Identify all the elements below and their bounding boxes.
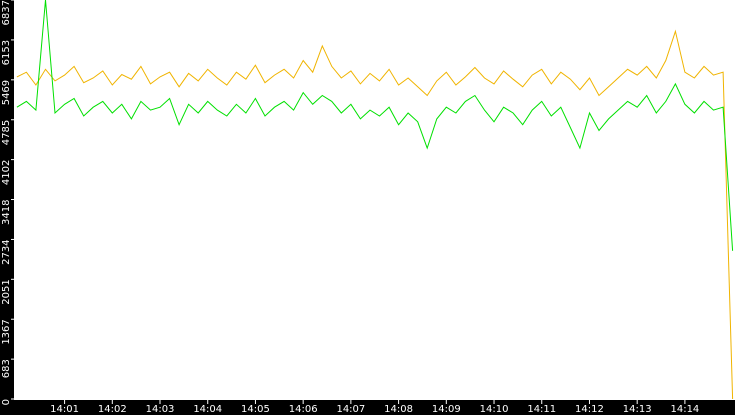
x-tick-label: 14:13 bbox=[623, 404, 652, 415]
y-tick-label: 6837 bbox=[1, 0, 12, 25]
y-tick-label: 1367 bbox=[1, 319, 12, 344]
y-tick-label: 2051 bbox=[1, 279, 12, 304]
x-tick-label: 14:01 bbox=[50, 404, 79, 415]
x-tick-label: 14:10 bbox=[480, 404, 509, 415]
x-tick-label: 14:07 bbox=[336, 404, 365, 415]
y-tick-label: 3418 bbox=[1, 200, 12, 225]
x-tick-label: 14:05 bbox=[241, 404, 270, 415]
x-tick-label: 14:12 bbox=[575, 404, 604, 415]
x-tick-label: 14:03 bbox=[146, 404, 175, 415]
series-line bbox=[16, 0, 734, 251]
y-tick-label: 2734 bbox=[1, 239, 12, 264]
y-tick-label: 0 bbox=[1, 399, 12, 405]
y-axis-strip bbox=[0, 0, 14, 415]
x-tick-label: 14:09 bbox=[432, 404, 461, 415]
x-tick-label: 14:06 bbox=[289, 404, 318, 415]
x-tick-label: 14:04 bbox=[193, 404, 222, 415]
x-tick-label: 14:02 bbox=[98, 404, 127, 415]
y-tick-label: 5469 bbox=[1, 80, 12, 105]
x-tick-label: 14:11 bbox=[527, 404, 556, 415]
series-line bbox=[16, 29, 734, 400]
y-tick-label: 6153 bbox=[1, 40, 12, 65]
x-tick-label: 14:08 bbox=[384, 404, 413, 415]
y-tick-label: 4785 bbox=[1, 120, 12, 145]
x-tick-label: 14:14 bbox=[670, 404, 699, 415]
x-axis-strip bbox=[0, 400, 735, 415]
y-tick-label: 4102 bbox=[1, 160, 12, 185]
y-tick-label: 683 bbox=[1, 359, 12, 378]
